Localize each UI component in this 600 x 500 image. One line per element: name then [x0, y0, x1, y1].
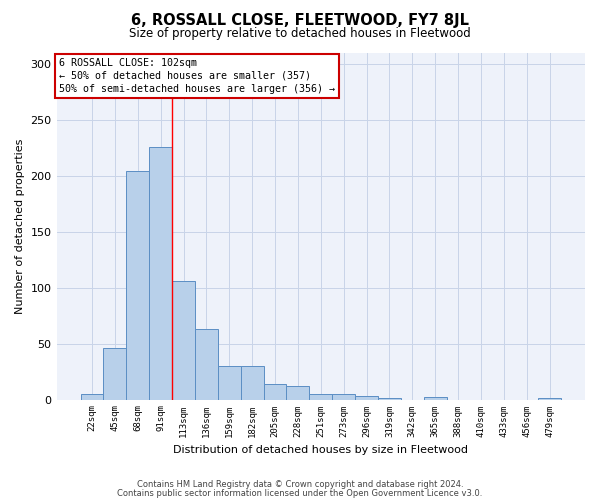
Bar	[80, 394, 103, 400]
Bar	[241, 366, 263, 400]
Bar	[195, 329, 218, 400]
Bar	[286, 386, 310, 400]
Text: Contains HM Land Registry data © Crown copyright and database right 2024.: Contains HM Land Registry data © Crown c…	[137, 480, 463, 489]
Bar	[378, 398, 401, 400]
Bar	[424, 398, 446, 400]
Bar	[310, 394, 332, 400]
Text: Contains public sector information licensed under the Open Government Licence v3: Contains public sector information licen…	[118, 488, 482, 498]
Text: 6, ROSSALL CLOSE, FLEETWOOD, FY7 8JL: 6, ROSSALL CLOSE, FLEETWOOD, FY7 8JL	[131, 12, 469, 28]
Bar	[103, 348, 127, 400]
Bar	[149, 146, 172, 400]
Bar	[218, 366, 241, 400]
Bar	[127, 171, 149, 400]
Bar	[263, 384, 286, 400]
X-axis label: Distribution of detached houses by size in Fleetwood: Distribution of detached houses by size …	[173, 445, 468, 455]
Y-axis label: Number of detached properties: Number of detached properties	[15, 138, 25, 314]
Text: 6 ROSSALL CLOSE: 102sqm
← 50% of detached houses are smaller (357)
50% of semi-d: 6 ROSSALL CLOSE: 102sqm ← 50% of detache…	[59, 58, 335, 94]
Bar	[355, 396, 378, 400]
Bar	[538, 398, 561, 400]
Bar	[172, 281, 195, 400]
Bar	[332, 394, 355, 400]
Text: Size of property relative to detached houses in Fleetwood: Size of property relative to detached ho…	[129, 28, 471, 40]
